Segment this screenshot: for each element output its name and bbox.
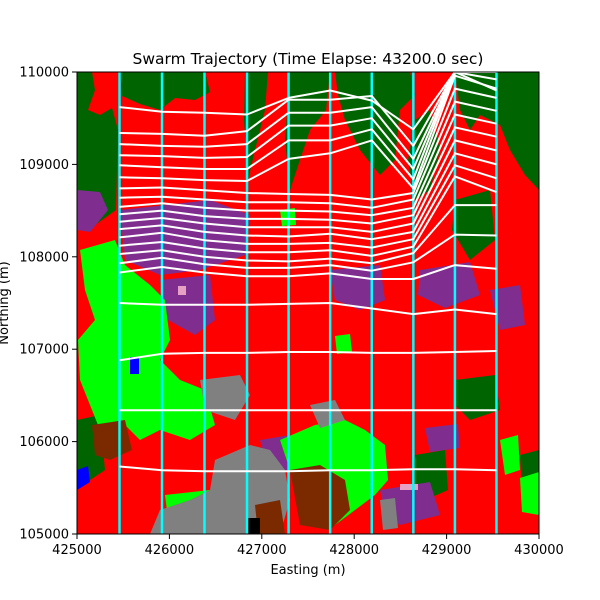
x-tick-label: 425000 <box>52 543 102 558</box>
land-lime-patch <box>335 334 352 354</box>
trajectory-line-9 <box>119 152 497 241</box>
land-gray-patch <box>200 375 250 420</box>
land-gray-patch <box>380 498 398 530</box>
land-gray-patch <box>150 445 290 534</box>
plot-area <box>77 72 539 534</box>
trajectory-line-7 <box>119 175 497 257</box>
land-dark-green-patch <box>244 72 268 180</box>
land-black-patch <box>247 518 260 534</box>
trajectory-line-20 <box>119 72 497 131</box>
y-tick-label: 108000 <box>19 250 69 265</box>
trajectory-line-3 <box>119 302 497 316</box>
trajectory-line-13 <box>119 100 497 209</box>
chart-title: Swarm Trajectory (Time Elapse: 43200.0 s… <box>133 50 484 68</box>
land-dark-green-patch <box>120 72 210 110</box>
plot-frame <box>76 71 540 535</box>
trajectory-line-5 <box>119 233 497 272</box>
trajectory-line-19 <box>119 72 497 147</box>
land-dark-green-patch <box>285 72 330 190</box>
trajectory-line-16 <box>119 72 497 181</box>
x-tick-label: 429000 <box>422 543 472 558</box>
land-cover-map <box>77 72 539 534</box>
swarm-trajectories <box>119 72 497 473</box>
trajectory-line-12 <box>119 113 497 217</box>
land-dark-green-patch <box>77 72 118 225</box>
land-lime-patch <box>78 240 215 440</box>
land-blue-patch <box>77 466 90 490</box>
trajectory-line-15 <box>119 74 497 190</box>
trajectory-line-0 <box>119 465 497 473</box>
land-gray-patch <box>310 400 345 428</box>
y-tick-label: 110000 <box>19 66 69 81</box>
land-dark-green-patch <box>455 375 500 420</box>
land-dark-green-patch <box>452 190 495 260</box>
land-purple-patch <box>490 285 525 330</box>
land-pink-patch <box>178 286 186 295</box>
trajectory-line-17 <box>119 72 497 170</box>
y-tick-label: 105000 <box>19 528 69 543</box>
land-brown-patch <box>290 465 350 530</box>
land-pink-patch <box>400 484 418 490</box>
swarm-columns <box>118 72 498 534</box>
x-axis-label: Easting (m) <box>270 563 345 578</box>
x-tick-label: 430000 <box>514 543 564 558</box>
trajectory-line-8 <box>119 164 497 249</box>
land-purple-patch <box>418 262 480 308</box>
trajectory-line-11 <box>119 126 497 225</box>
trajectory-line-2 <box>119 350 497 362</box>
x-tick-label: 428000 <box>329 543 379 558</box>
land-purple-patch <box>425 424 460 452</box>
trajectory-line-6 <box>119 204 497 265</box>
land-brown-patch <box>255 500 285 534</box>
trajectory-line-14 <box>119 87 497 201</box>
x-tick-label: 427000 <box>237 543 287 558</box>
y-tick-label: 107000 <box>19 343 69 358</box>
land-lime-patch <box>500 435 520 475</box>
trajectory-line-10 <box>119 139 497 233</box>
land-dark-green-patch <box>455 72 539 190</box>
y-tick-label: 106000 <box>19 435 69 450</box>
y-axis: 105000 106000 107000 108000 109000 110000 <box>19 66 77 543</box>
trajectory-line-18 <box>119 72 497 160</box>
x-tick-label: 426000 <box>145 543 195 558</box>
land-purple-patch <box>77 190 108 232</box>
y-tick-label: 109000 <box>19 158 69 173</box>
trajectory-line-4 <box>119 264 497 280</box>
land-blue-patch <box>130 357 139 374</box>
x-axis: 425000 426000 427000 428000 429000 430000 <box>52 534 564 558</box>
land-lime-patch <box>520 472 539 515</box>
land-brown-patch <box>92 420 132 460</box>
y-axis-label: Northing (m) <box>0 261 12 344</box>
